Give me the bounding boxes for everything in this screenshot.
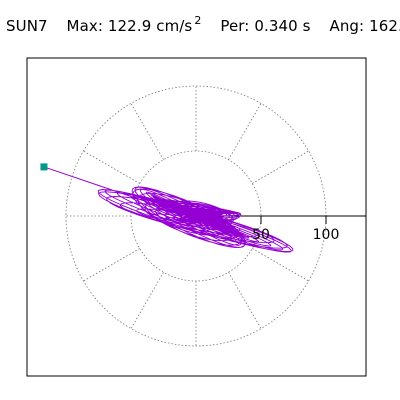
max-point-marker [40,163,48,171]
grid-spoke-120 [130,103,164,160]
axis-ticks [260,216,327,224]
angle-label: Ang: [329,17,365,35]
plot-frame [26,57,367,377]
angle-value: 162.1 [369,17,400,35]
plot-header: SUN7 Max: 122.9 cm/s 2 Per: 0.340 s Ang: … [6,14,400,38]
tick-label-100: 100 [313,227,340,243]
max-unit: cm/s [156,17,193,35]
max-label: Max: [66,17,104,35]
period-unit: s [302,17,311,35]
grid-spoke-60 [228,103,262,160]
grid-spoke-240 [130,272,164,329]
tick-labels: 50 100 [252,227,339,243]
max-marker-group [40,163,48,171]
max-value: 122.9 [107,17,152,35]
grid-spoke-210 [83,248,140,282]
tick-label-50: 50 [252,227,270,243]
grid-spoke-300 [228,272,262,329]
grid-spoke-330 [252,248,309,282]
particle-motion-trace [43,166,294,253]
grid-spoke-150 [83,150,140,184]
period-label: Per: [220,17,250,35]
max-unit-exponent: 2 [194,14,202,27]
trace-path [43,166,294,253]
grid-spoke-30 [252,150,309,184]
period-value: 0.340 [254,17,298,35]
station-name: SUN7 [6,17,48,35]
